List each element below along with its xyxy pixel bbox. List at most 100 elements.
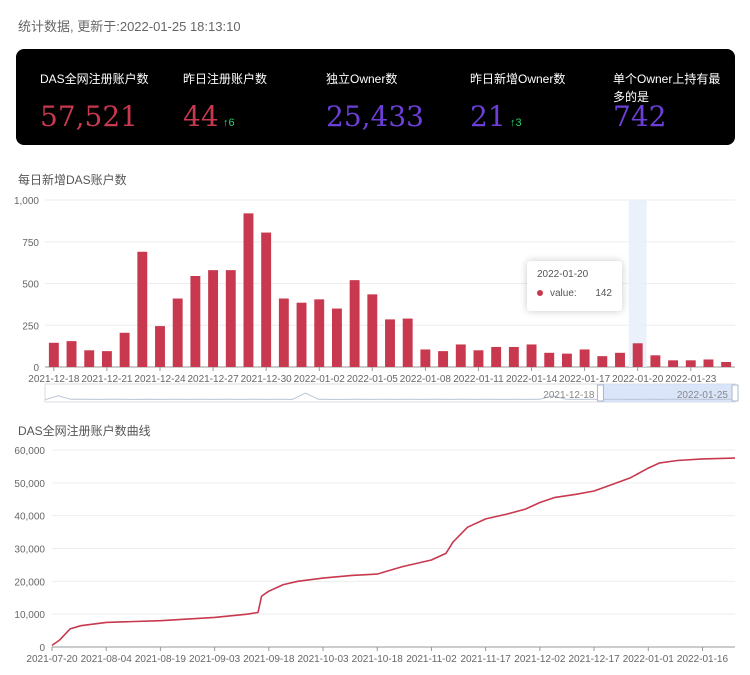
bar (137, 251, 148, 367)
bar (48, 342, 59, 367)
stat-label: 独立Owner数 (326, 72, 398, 86)
y-tick-label: 1,000 (14, 196, 39, 207)
stat-delta-value: 3 (515, 117, 522, 129)
zoom-handle-start[interactable] (596, 384, 604, 402)
x-tick-label: 2021-09-03 (189, 654, 241, 665)
bar (438, 351, 449, 367)
arrow-up-icon: ↑ (510, 117, 516, 129)
x-tick-label: 2021-10-18 (352, 654, 404, 665)
bar (402, 318, 413, 367)
tooltip-series-name: value: (550, 288, 577, 299)
y-tick-label: 0 (33, 363, 39, 374)
daily-chart-title: 每日新增DAS账户数 (18, 173, 127, 187)
y-tick-label: 40,000 (14, 512, 45, 523)
x-tick-label: 2021-07-20 (26, 654, 78, 665)
bar (685, 360, 696, 367)
x-tick-label: 2021-12-17 (568, 654, 620, 665)
y-tick-label: 750 (22, 238, 39, 249)
tooltip-date: 2022-01-20 (537, 269, 589, 280)
bar (208, 270, 219, 367)
cumulative-chart-title: DAS全网注册账户数曲线 (18, 424, 151, 438)
bar (491, 346, 502, 367)
stat-label: 单个Owner上持有最多的是 (613, 72, 721, 104)
bar (314, 299, 325, 367)
zoom-handle-end[interactable] (731, 384, 739, 402)
x-tick-label: 2021-12-27 (187, 374, 239, 385)
zoom-preview-line (44, 392, 736, 401)
x-tick-label: 2021-11-02 (406, 654, 457, 665)
zoom-end-label: 2022-01-25 (677, 390, 729, 401)
y-tick-label: 20,000 (14, 577, 45, 588)
bar (721, 361, 732, 367)
stat-delta: ↑6 (223, 117, 235, 129)
x-tick-label: 2021-08-04 (81, 654, 133, 665)
stat-value: 21 (470, 100, 506, 133)
bar (190, 275, 201, 367)
stat-label: 昨日新增Owner数 (470, 72, 566, 86)
y-tick-label: 50,000 (14, 479, 45, 490)
x-tick-label: 2021-11-17 (460, 654, 511, 665)
tooltip-value: 142 (595, 288, 612, 299)
bar (579, 349, 590, 367)
bar (296, 302, 307, 367)
bar (508, 346, 519, 367)
bar (243, 213, 254, 367)
x-tick-label: 2022-01-02 (294, 374, 346, 385)
bar (703, 359, 714, 367)
hover-highlight (628, 200, 647, 367)
x-tick-label: 2022-01-23 (665, 374, 717, 385)
stat-delta-value: 6 (228, 117, 235, 129)
stat-value: 57,521 (40, 100, 138, 133)
x-tick-label: 2021-12-02 (514, 654, 566, 665)
y-tick-label: 30,000 (14, 545, 45, 556)
bar (172, 298, 183, 367)
bar (561, 353, 572, 367)
bar (155, 326, 165, 367)
bar (101, 351, 112, 367)
zoom-start-label: 2021-12-18 (543, 390, 595, 401)
x-tick-label: 2022-01-08 (400, 374, 452, 385)
cumulative-accounts-chart[interactable]: 0 10,000 20,000 30,000 40,000 50,000 60,000 202… (0, 435, 750, 675)
bar (66, 341, 77, 367)
bar (385, 319, 395, 367)
x-tick-label: 2022-01-05 (347, 374, 399, 385)
bar (455, 344, 466, 367)
bar (420, 349, 431, 367)
chart-tooltip: 2022-01-20 value: 142 (527, 261, 622, 311)
bar (349, 280, 360, 367)
bar (225, 270, 236, 367)
stat-label: 昨日注册账户数 (183, 72, 268, 86)
x-tick-label: 2021-12-24 (134, 374, 186, 385)
stat-value: 25,433 (326, 100, 424, 133)
x-tick-label: 2021-12-21 (81, 374, 133, 385)
x-tick-label: 2022-01-16 (677, 654, 729, 665)
y-tick-label: 250 (22, 321, 39, 332)
y-tick-label: 0 (39, 643, 45, 654)
x-tick-label: 2021-08-19 (135, 654, 187, 665)
bar (615, 352, 625, 367)
zoom-selection (600, 384, 735, 402)
bar (526, 344, 537, 367)
bar (473, 350, 484, 367)
bar (261, 232, 272, 367)
updated-timestamp: 统计数据, 更新于:2022-01-25 18:13:10 (18, 19, 241, 34)
x-tick-label: 2022-01-20 (612, 374, 664, 385)
x-tick-label: 2022-01-17 (559, 374, 611, 385)
bar (650, 355, 661, 367)
stat-value: 742 (613, 100, 667, 133)
bar (668, 360, 679, 367)
x-tick-label: 2022-01-14 (506, 374, 558, 385)
bar (84, 350, 95, 367)
bar (367, 294, 378, 367)
series-line (51, 457, 736, 647)
arrow-up-icon: ↑ (223, 117, 229, 129)
bar (597, 356, 608, 367)
x-tick-label: 2021-12-30 (241, 374, 293, 385)
bar (278, 298, 289, 367)
bar (119, 332, 130, 367)
bar (632, 343, 643, 367)
y-tick-label: 10,000 (14, 610, 45, 621)
bar (544, 352, 555, 367)
stat-delta: ↑3 (510, 117, 522, 129)
